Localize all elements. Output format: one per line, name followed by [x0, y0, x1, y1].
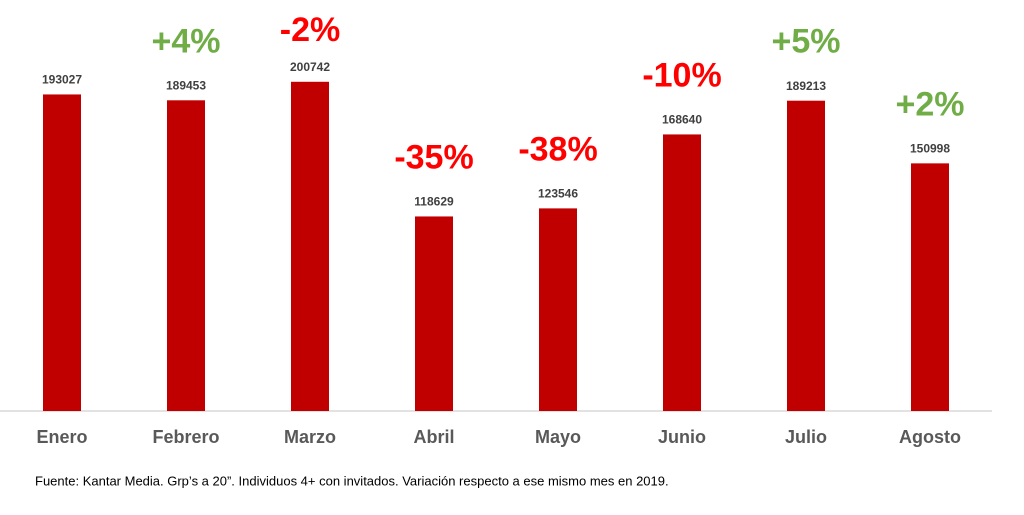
bar	[167, 100, 205, 411]
x-tick-label: Marzo	[284, 427, 336, 447]
value-label: 200742	[290, 60, 330, 74]
bar	[43, 94, 81, 411]
change-annotation: -38%	[518, 130, 597, 168]
change-annotation: +5%	[772, 23, 841, 61]
change-annotation: -35%	[394, 138, 473, 176]
bar	[663, 134, 701, 411]
value-label: 193027	[42, 73, 82, 87]
bar	[911, 163, 949, 411]
bar	[539, 208, 577, 411]
x-tick-label: Agosto	[899, 427, 961, 447]
value-label: 189213	[786, 79, 826, 93]
change-annotation: -2%	[280, 11, 340, 49]
x-tick-label: Mayo	[535, 427, 581, 447]
x-tick-label: Abril	[413, 427, 454, 447]
change-annotation: +4%	[152, 22, 221, 60]
value-label: 168640	[662, 113, 702, 127]
value-label: 123546	[538, 187, 578, 201]
x-tick-label: Enero	[36, 427, 87, 447]
bar	[415, 216, 453, 411]
x-tick-label: Junio	[658, 427, 706, 447]
value-label: 189453	[166, 78, 206, 92]
x-tick-label: Febrero	[152, 427, 219, 447]
x-tick-label: Julio	[785, 427, 827, 447]
bar	[787, 100, 825, 412]
change-annotation: +2%	[896, 85, 965, 123]
value-label: 118629	[414, 195, 454, 209]
value-label: 150998	[910, 142, 950, 156]
bar	[291, 81, 329, 412]
footnote: Fuente: Kantar Media. Grp’s a 20”. Indiv…	[35, 473, 669, 488]
change-annotation: -10%	[642, 56, 721, 94]
